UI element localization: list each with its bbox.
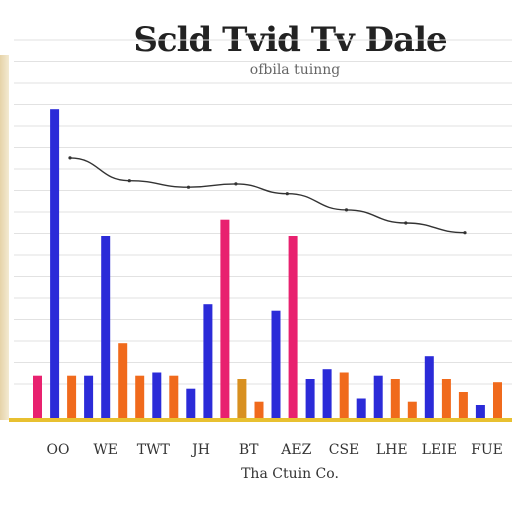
bar bbox=[101, 236, 111, 418]
bar bbox=[288, 236, 298, 418]
bar bbox=[84, 375, 94, 418]
bar bbox=[339, 372, 349, 418]
bar bbox=[118, 343, 128, 418]
chart-subtitle: ofbila tuinng bbox=[249, 62, 341, 78]
left-edge-decoration bbox=[0, 55, 9, 420]
bar-series bbox=[33, 109, 502, 418]
bar bbox=[407, 401, 417, 418]
trend-point bbox=[186, 185, 191, 189]
bar bbox=[220, 219, 230, 418]
x-tick-label: JH bbox=[190, 442, 210, 458]
x-tick-label: LHE bbox=[376, 442, 408, 458]
bar bbox=[458, 392, 468, 418]
bar bbox=[203, 304, 213, 418]
bar bbox=[50, 109, 60, 418]
trend-point bbox=[344, 208, 349, 212]
x-tick-labels: OO WE TWT JH BT AEZ CSE LHE LEIE FUE bbox=[47, 442, 503, 458]
bar bbox=[152, 372, 162, 418]
trend-point bbox=[127, 179, 131, 183]
x-tick-label: FUE bbox=[471, 442, 503, 458]
trend-series bbox=[68, 156, 467, 235]
trend-point bbox=[234, 182, 238, 186]
bar bbox=[390, 379, 400, 418]
bar bbox=[67, 375, 77, 418]
bar bbox=[424, 356, 434, 418]
bar bbox=[493, 382, 502, 418]
x-tick-label: BT bbox=[239, 442, 259, 458]
bar bbox=[356, 398, 366, 418]
x-tick-label: LEIE bbox=[422, 442, 457, 458]
bar bbox=[33, 375, 42, 418]
x-tick-label: AEZ bbox=[280, 442, 311, 458]
trend-point bbox=[68, 156, 72, 160]
bar bbox=[254, 401, 264, 418]
bar bbox=[135, 375, 145, 418]
x-tick-label: CSE bbox=[329, 442, 360, 458]
trend-point bbox=[404, 221, 408, 225]
bar bbox=[237, 379, 247, 418]
bar bbox=[271, 310, 281, 418]
gridlines bbox=[14, 39, 512, 385]
x-tick-label: WE bbox=[93, 442, 118, 458]
bar bbox=[441, 379, 451, 418]
x-tick-label: OO bbox=[47, 442, 70, 458]
x-axis-baseline bbox=[9, 418, 512, 422]
bar bbox=[322, 369, 332, 418]
bar bbox=[169, 375, 179, 418]
bar bbox=[186, 388, 196, 418]
bar bbox=[373, 375, 383, 418]
trend-point bbox=[285, 192, 289, 196]
bar bbox=[305, 379, 315, 418]
trend-point bbox=[463, 231, 467, 235]
bar bbox=[475, 405, 485, 418]
x-tick-label: TWT bbox=[137, 442, 171, 458]
x-axis-label: Tha Ctuin Co. bbox=[241, 466, 339, 482]
